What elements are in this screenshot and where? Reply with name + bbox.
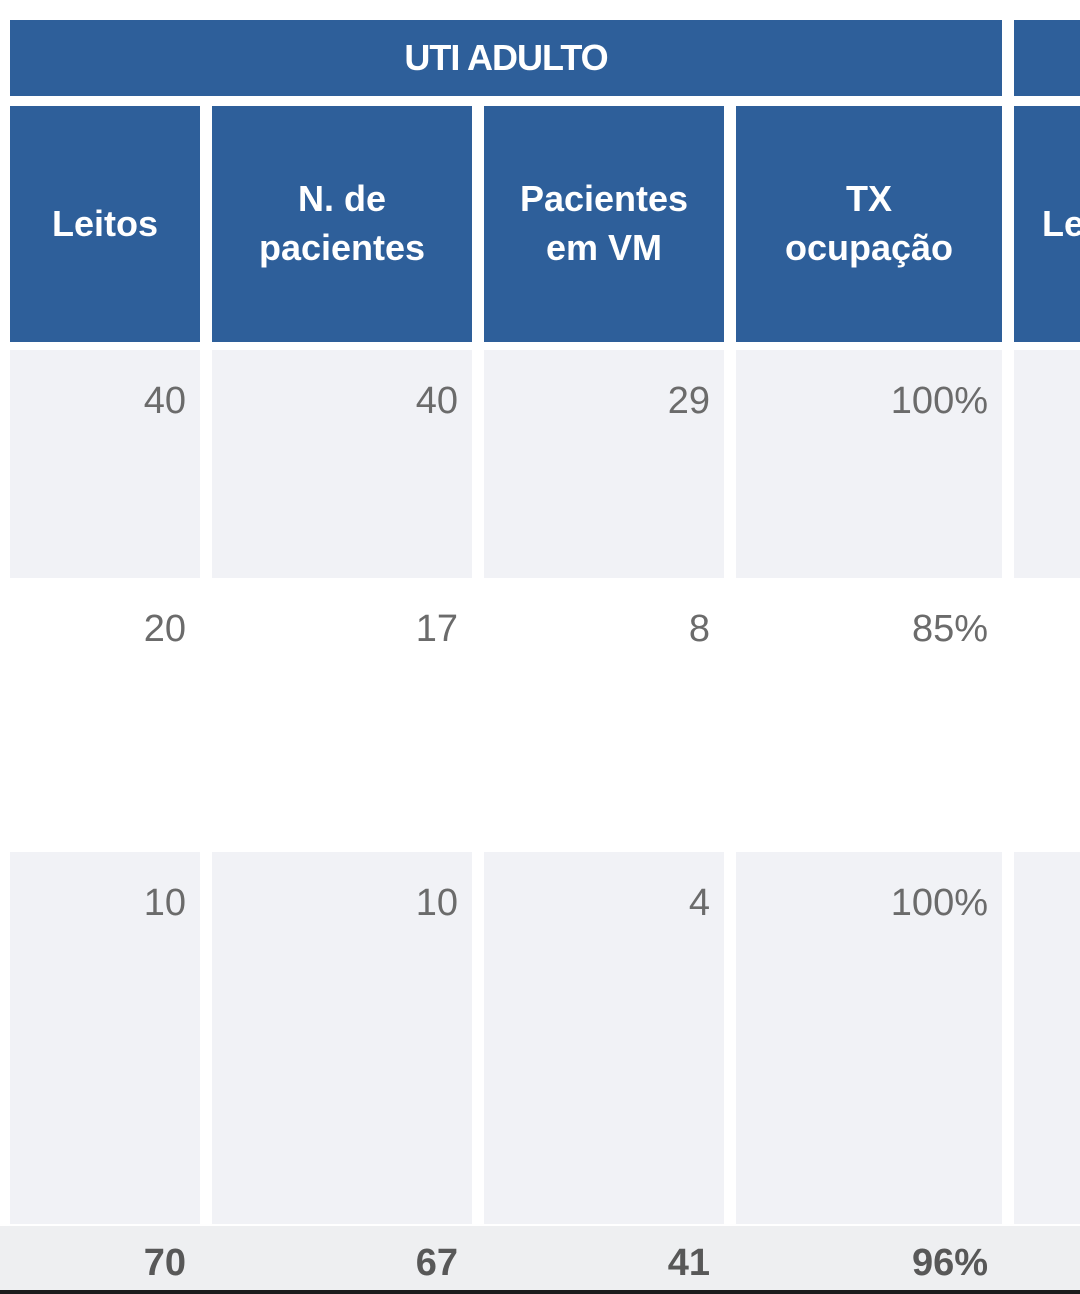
table-cell: 8 [484, 578, 724, 852]
table-cell: 17 [212, 578, 472, 852]
total-cell: 41 [472, 1226, 724, 1290]
table-cell-next [1014, 350, 1080, 578]
table-cell: 40 [10, 350, 200, 578]
table-cell: 10 [10, 852, 200, 1224]
column-header-label: Leitos [51, 202, 158, 244]
column-header-label: pacientes [258, 227, 426, 268]
column-header-label: TX [845, 178, 892, 220]
column-header-label: Pacientes [519, 178, 689, 220]
table-cell: 100% [736, 350, 1002, 578]
table-cell: 85% [736, 578, 1002, 852]
column-header-leitos-next: Le [1014, 106, 1080, 342]
total-cell: 96% [724, 1226, 1002, 1290]
column-header-label: Le [1042, 202, 1080, 244]
column-header-label: ocupação [784, 227, 954, 268]
total-cell: 70 [0, 1226, 200, 1290]
column-header-pacientes-vm: Pacientes em VM [484, 106, 724, 342]
column-header-n-pacientes: N. de pacientes [212, 106, 472, 342]
table-cell: 10 [212, 852, 472, 1224]
table-cell: 4 [484, 852, 724, 1224]
group-title: UTI ADULTO [404, 36, 608, 78]
table-cell: 100% [736, 852, 1002, 1224]
column-header-label: N. de [297, 178, 386, 220]
column-header-leitos: Leitos [10, 106, 200, 342]
table-cell-next [1014, 852, 1080, 1224]
total-cell: 67 [200, 1226, 472, 1290]
bottom-border [0, 1290, 1080, 1294]
next-group-header [1014, 20, 1080, 96]
column-header-label: em VM [545, 227, 663, 268]
table-cell: 29 [484, 350, 724, 578]
table-cell: 40 [212, 350, 472, 578]
total-cell-next [1002, 1226, 1080, 1290]
table-cell: 20 [10, 578, 200, 852]
column-header-tx-ocupacao: TX ocupação [736, 106, 1002, 342]
group-header: UTI ADULTO [10, 20, 1002, 96]
